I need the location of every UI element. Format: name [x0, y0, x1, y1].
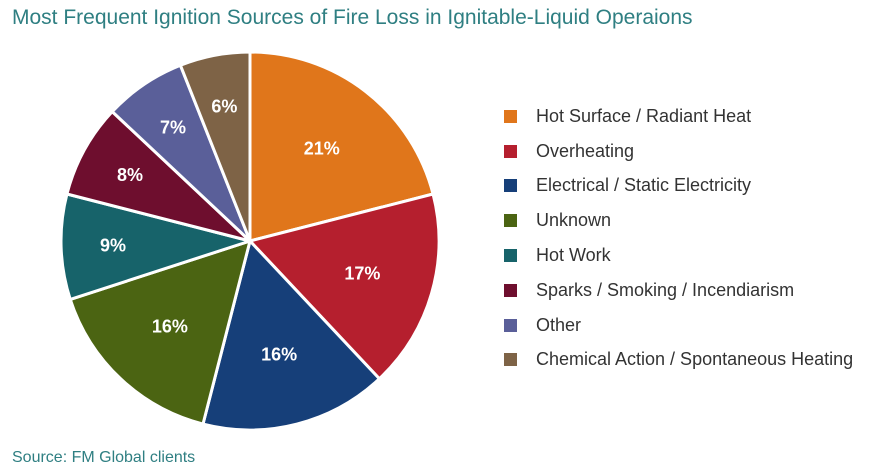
- slice-value-label: 7%: [160, 118, 186, 138]
- legend-swatch: [504, 109, 517, 123]
- chart-title: Most Frequent Ignition Sources of Fire L…: [12, 6, 693, 29]
- legend-swatch: [504, 249, 517, 263]
- legend-label: Hot Surface / Radiant Heat: [536, 105, 752, 126]
- chart-legend: Hot Surface / Radiant Heat Overheating Ele…: [504, 99, 853, 377]
- legend-label: Overheating: [536, 140, 635, 161]
- pie-slice-sparks-smoking-incendiarism: [65, 110, 252, 243]
- slice-value-label: 9%: [100, 235, 126, 255]
- slice-value-label: 17%: [344, 264, 380, 284]
- legend-swatch: [504, 353, 517, 367]
- legend-label: Chemical Action / Spontaneous Heating: [536, 349, 854, 370]
- legend-label: Hot Work: [536, 245, 611, 266]
- pie-slice-unknown: [68, 239, 252, 426]
- legend-item-hot-surface-radiant-heat: Hot Surface / Radiant Heat: [504, 99, 853, 134]
- pie-slice-electrical-static-electricity: [201, 239, 381, 432]
- legend-swatch: [504, 283, 517, 297]
- slice-value-label: 8%: [117, 165, 143, 185]
- legend-item-electrical-static-electricity: Electrical / Static Electricity: [504, 169, 853, 204]
- slice-value-label: 16%: [261, 344, 297, 364]
- legend-item-other: Other: [504, 308, 853, 343]
- source-note: Source: FM Global clients: [12, 449, 196, 466]
- slice-value-label: 21%: [304, 139, 340, 159]
- slice-value-label: 16%: [152, 316, 188, 336]
- legend-swatch: [504, 179, 517, 193]
- legend-item-chemical-action-spontaneous-heating: Chemical Action / Spontaneous Heating: [504, 343, 853, 378]
- legend-swatch: [504, 214, 517, 228]
- legend-swatch: [504, 144, 517, 158]
- pie-slice-overheating: [248, 192, 441, 381]
- slice-value-label: 6%: [211, 96, 237, 116]
- legend-label: Other: [536, 314, 582, 335]
- legend-label: Electrical / Static Electricity: [536, 175, 752, 196]
- legend-label: Unknown: [536, 210, 612, 231]
- legend-item-unknown: Unknown: [504, 203, 853, 238]
- pie-slice-chemical-action-spontaneous-heating: [178, 50, 252, 243]
- legend-item-hot-work: Hot Work: [504, 238, 853, 273]
- legend-label: Sparks / Smoking / Incendiarism: [536, 279, 795, 300]
- legend-item-overheating: Overheating: [504, 134, 853, 169]
- pie-slice-hot-work: [59, 192, 252, 301]
- pie-slice-hot-surface-radiant-heat: [248, 50, 435, 243]
- legend-item-sparks-smoking-incendiarism: Sparks / Smoking / Incendiarism: [504, 273, 853, 308]
- legend-swatch: [504, 318, 517, 332]
